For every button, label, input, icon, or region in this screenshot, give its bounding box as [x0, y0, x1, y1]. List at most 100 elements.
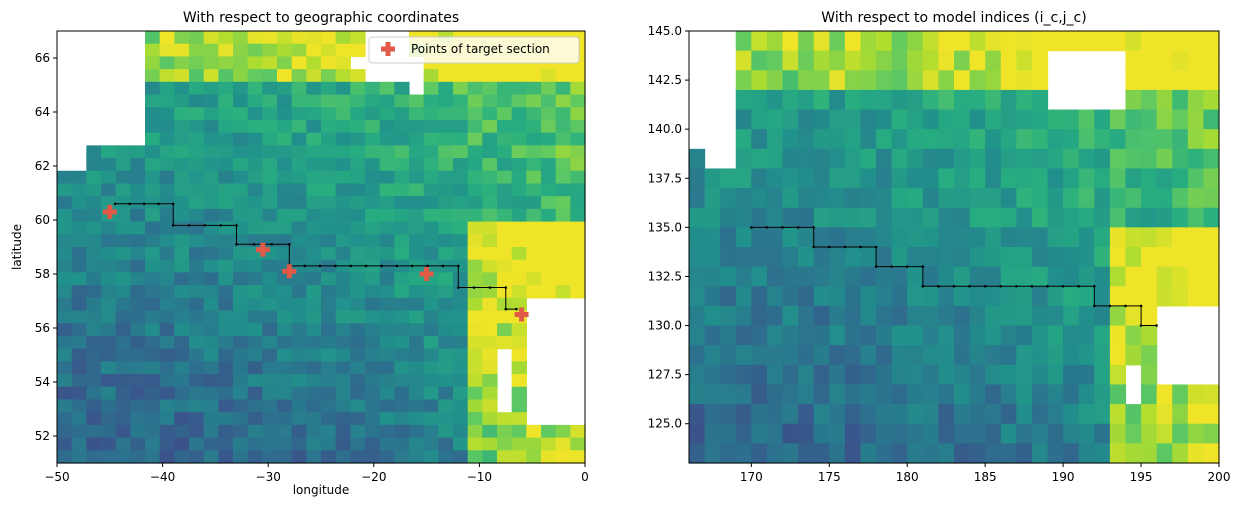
left-y-axis-label: latitude — [10, 224, 24, 270]
heatmap-cell — [954, 345, 971, 366]
heatmap-cell — [526, 107, 542, 121]
heatmap-cell — [1063, 109, 1080, 130]
heatmap-cell — [145, 424, 161, 439]
heatmap-cell — [233, 399, 249, 413]
heatmap-cell — [891, 345, 908, 366]
heatmap-cell — [526, 119, 542, 134]
heatmap-cell — [335, 158, 351, 172]
heatmap-cell — [335, 31, 351, 45]
heatmap-cell — [365, 234, 381, 248]
heatmap-cell — [159, 196, 175, 210]
heatmap-cell — [233, 234, 249, 248]
heatmap-cell — [247, 107, 263, 121]
heatmap-cell — [233, 335, 249, 350]
heatmap-cell — [335, 234, 351, 248]
heatmap-cell — [1125, 70, 1142, 91]
heatmap-cell — [766, 148, 784, 170]
heatmap-cell — [379, 107, 395, 121]
heatmap-cell — [907, 227, 924, 248]
heatmap-cell — [189, 412, 205, 426]
heatmap-cell — [453, 285, 469, 299]
heatmap-cell — [541, 119, 557, 134]
heatmap-cell — [233, 132, 249, 146]
heatmap-cell — [203, 272, 219, 286]
heatmap-cell — [1109, 266, 1127, 287]
heatmap-cell — [969, 168, 986, 189]
heatmap-cell — [570, 196, 586, 210]
heatmap-cell — [1000, 109, 1017, 130]
heatmap-cell — [409, 183, 425, 197]
heatmap-cell — [1078, 129, 1095, 150]
heatmap-cell — [570, 208, 586, 223]
heatmap-cell — [145, 412, 161, 426]
heatmap-cell — [985, 286, 1002, 307]
heatmap-cell — [526, 208, 542, 223]
heatmap-cell — [922, 31, 940, 52]
legend[interactable]: Points of target section — [368, 36, 580, 64]
heatmap-cell — [985, 31, 1002, 52]
heatmap-cell — [782, 286, 799, 307]
heatmap-cell — [844, 109, 862, 130]
heatmap-cell — [1203, 207, 1220, 228]
heatmap-cell — [115, 310, 131, 324]
heatmap-cell — [57, 234, 73, 248]
heatmap-cell — [1078, 305, 1095, 327]
heatmap-cell — [365, 94, 381, 108]
heatmap-cell — [277, 399, 293, 413]
heatmap-cell — [159, 450, 175, 464]
heatmap-cell — [262, 81, 278, 96]
heatmap-cell — [159, 348, 175, 362]
heatmap-cell — [1141, 364, 1158, 386]
heatmap-cell — [438, 348, 454, 362]
heatmap-cell — [511, 145, 527, 159]
heatmap-cell — [189, 323, 205, 337]
heatmap-cell — [1187, 148, 1205, 170]
heatmap-cell — [394, 361, 410, 375]
y-tick-label: 58 — [35, 267, 50, 281]
heatmap-cell — [735, 364, 752, 386]
heatmap-cell — [482, 81, 498, 96]
section-point — [252, 243, 256, 246]
heatmap-cell — [829, 247, 846, 268]
heatmap-cell — [985, 384, 1002, 405]
heatmap-cell — [247, 310, 263, 324]
heatmap-cell — [1156, 286, 1173, 307]
heatmap-cell — [262, 221, 278, 235]
heatmap-cell — [467, 208, 483, 223]
heatmap-cell — [233, 119, 249, 134]
heatmap-cell — [891, 423, 908, 444]
left-plot-frame — [56, 30, 586, 464]
heatmap-cell — [130, 272, 146, 286]
heatmap-cell — [247, 361, 263, 375]
heatmap-cell — [233, 247, 249, 261]
heatmap-cell — [689, 364, 706, 386]
heatmap-cell — [1125, 266, 1142, 287]
heatmap-cell — [922, 305, 940, 327]
heatmap-cell — [497, 208, 513, 223]
heatmap-cell — [1031, 247, 1049, 268]
heatmap-cell — [511, 69, 527, 83]
heatmap-cell — [291, 361, 307, 375]
heatmap-cell — [985, 364, 1002, 386]
heatmap-cell — [379, 234, 395, 248]
heatmap-cell — [751, 305, 768, 327]
heatmap-cell — [798, 423, 815, 444]
heatmap-cell — [555, 234, 571, 248]
heatmap-cell — [704, 286, 721, 307]
heatmap-cell — [262, 361, 278, 375]
heatmap-cell — [570, 183, 586, 197]
heatmap-cell — [130, 145, 146, 159]
heatmap-cell — [829, 404, 846, 425]
heatmap-cell — [1125, 325, 1142, 346]
heatmap-cell — [145, 361, 161, 375]
heatmap-cell — [247, 43, 263, 58]
heatmap-cell — [497, 196, 513, 210]
heatmap-cell — [1141, 227, 1158, 248]
heatmap-cell — [829, 148, 846, 170]
heatmap-cell — [1016, 129, 1033, 150]
heatmap-cell — [350, 335, 366, 350]
heatmap-cell — [203, 335, 219, 350]
heatmap-cell — [704, 207, 721, 228]
heatmap-cell — [735, 89, 752, 111]
heatmap-cell — [1078, 247, 1095, 268]
